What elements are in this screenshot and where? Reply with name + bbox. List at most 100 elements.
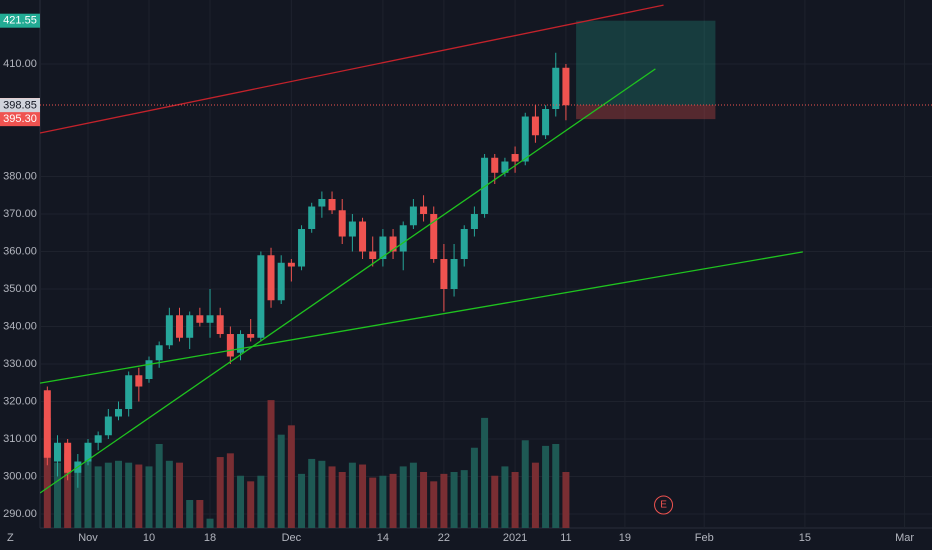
x-tick-label: 15 — [799, 532, 811, 544]
candle-body — [369, 251, 377, 260]
volume-bar — [125, 462, 133, 528]
volume-bar — [308, 458, 316, 528]
volume-bar — [481, 417, 489, 528]
trendline — [40, 251, 803, 384]
candle-body — [318, 199, 326, 207]
plot — [40, 0, 932, 528]
volume-bar — [186, 500, 194, 528]
x-tick-label: Nov — [78, 532, 98, 544]
candle-body — [176, 315, 184, 338]
candle-body — [298, 229, 306, 267]
x-tick-label: Feb — [695, 532, 714, 544]
volume-bar — [94, 466, 102, 528]
y-tick-label: 330.00 — [3, 358, 37, 370]
candle-body — [104, 416, 112, 436]
volume-bar — [430, 481, 438, 528]
corner-label: Z — [7, 532, 14, 544]
y-tick-label: 300.00 — [3, 470, 37, 482]
volume-bar — [104, 462, 112, 528]
y-tick-label: 340.00 — [3, 320, 37, 332]
candle-body — [155, 345, 163, 361]
candle-body — [399, 225, 407, 252]
candle-body — [125, 375, 133, 410]
candle-body — [450, 259, 458, 290]
price-label: 395.30 — [3, 113, 37, 125]
volume-bar — [206, 518, 214, 528]
volume-bar — [470, 447, 478, 528]
volume-bar — [165, 460, 173, 528]
candle-body — [359, 221, 367, 252]
candle-body — [64, 442, 72, 473]
volume-bar — [115, 460, 123, 528]
candle-body — [186, 315, 194, 338]
x-tick-label: 14 — [377, 532, 389, 544]
volume-bar — [369, 477, 377, 528]
candle-body — [552, 67, 560, 110]
volume-bar — [247, 481, 255, 528]
y-tick-label: 350.00 — [3, 283, 37, 295]
candle-body — [460, 229, 468, 260]
candle-body — [531, 116, 539, 136]
trendline — [40, 4, 664, 134]
volume-bar — [379, 475, 387, 528]
volume-bar — [84, 455, 92, 528]
volume-bar — [176, 462, 184, 528]
x-tick-label: 10 — [143, 532, 155, 544]
volume-bar — [328, 466, 336, 528]
volume-bar — [257, 475, 265, 528]
candle-body — [237, 334, 245, 353]
x-tick-label: Mar — [895, 532, 914, 544]
volume-bar — [552, 444, 560, 528]
volume-bar — [226, 453, 234, 528]
position-loss — [576, 105, 716, 120]
volume-bar — [420, 472, 428, 528]
x-tick-label: 22 — [438, 532, 450, 544]
volume-bar — [74, 468, 82, 528]
y-tick-label: 370.00 — [3, 208, 37, 220]
candle-body — [521, 116, 529, 162]
price-label-bg — [0, 98, 40, 113]
volume-bar — [287, 425, 295, 528]
candle-body — [542, 109, 550, 136]
candle-body — [379, 236, 387, 260]
volume-bar — [348, 462, 356, 528]
candle-body — [308, 206, 316, 230]
candle-body — [43, 390, 51, 458]
volume-bar — [531, 462, 539, 528]
candle-body — [53, 442, 61, 462]
volume-bar — [53, 462, 61, 528]
candle-body — [115, 409, 123, 417]
candle-body — [328, 199, 336, 211]
volume-bar — [135, 464, 143, 528]
volume-bar — [521, 440, 529, 528]
volume-bar — [511, 472, 519, 528]
candle-body — [257, 255, 265, 338]
candle-body — [247, 334, 255, 338]
volume-bar — [440, 473, 448, 528]
volume-bar — [298, 473, 306, 528]
candle-body — [277, 262, 285, 301]
candle-body — [491, 157, 499, 173]
x-tick-label: 19 — [619, 532, 631, 544]
volume-bar — [450, 472, 458, 528]
x-tick-label: Dec — [282, 532, 302, 544]
candle-body — [135, 375, 143, 387]
candle-body — [94, 435, 102, 443]
y-tick-label: 410.00 — [3, 58, 37, 70]
candle-body — [338, 210, 346, 237]
price-label-bg — [0, 13, 40, 28]
candle-body — [84, 442, 92, 462]
volume-bar — [542, 445, 550, 528]
candle-body — [165, 315, 173, 346]
candle-body — [409, 206, 417, 226]
candle-body — [267, 255, 275, 301]
volume-bar — [237, 475, 245, 528]
volume-bar — [338, 472, 346, 528]
volume-bar — [389, 473, 397, 528]
candle-body — [145, 360, 153, 380]
position-profit — [576, 20, 716, 106]
candle-body — [389, 236, 397, 252]
